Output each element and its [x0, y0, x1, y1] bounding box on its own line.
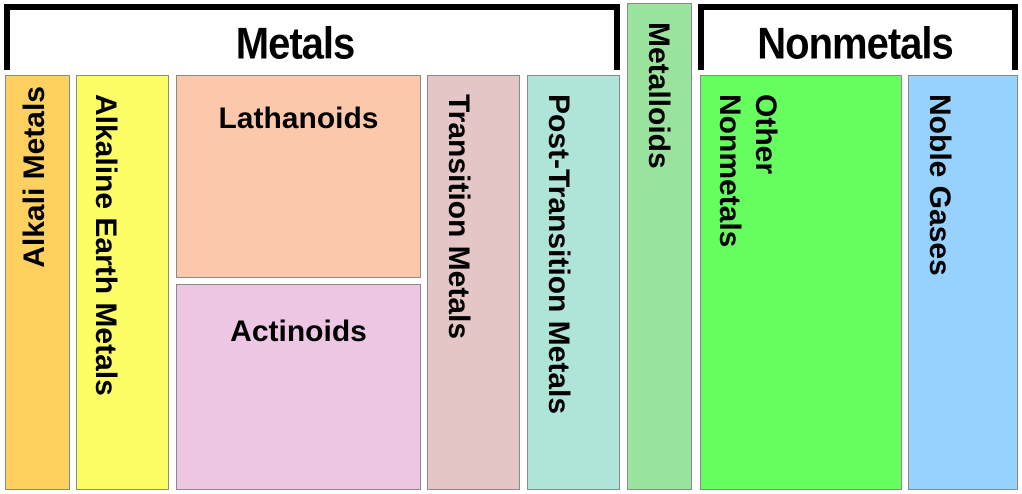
post-transition-metals-block: Post-Transition Metals — [527, 75, 620, 490]
nonmetals-bracket — [698, 4, 1018, 70]
other-nonmetals-label-line2: Nonmetals — [713, 94, 746, 248]
nonmetals-heading: Nonmetals — [757, 19, 954, 69]
noble-gases-block: Noble Gases — [908, 75, 1018, 490]
metalloids-block: Metalloids — [627, 3, 692, 490]
alkaline-earth-metals-block: Alkaline Earth Metals — [76, 75, 169, 490]
alkali-metals-block: Alkali Metals — [5, 75, 70, 490]
alkali-metals-label: Alkali Metals — [18, 86, 51, 268]
actinoids-block: Actinoids — [176, 284, 421, 490]
lanthanoids-label: Lathanoids — [218, 102, 379, 135]
actinoids-label: Actinoids — [230, 315, 367, 348]
metalloids-label: Metalloids — [642, 22, 675, 169]
alkaline-earth-metals-label: Alkaline Earth Metals — [89, 94, 122, 396]
other-nonmetals-block: Other Nonmetals — [700, 75, 902, 490]
other-nonmetals-label-line1: Other — [749, 94, 782, 175]
transition-metals-block: Transition Metals — [427, 75, 520, 490]
noble-gases-label: Noble Gases — [923, 94, 956, 276]
metals-heading: Metals — [235, 19, 356, 69]
lanthanoids-block: Lathanoids — [176, 75, 421, 278]
transition-metals-label: Transition Metals — [442, 94, 475, 340]
metals-bracket — [4, 4, 620, 70]
post-transition-metals-label: Post-Transition Metals — [542, 94, 575, 415]
